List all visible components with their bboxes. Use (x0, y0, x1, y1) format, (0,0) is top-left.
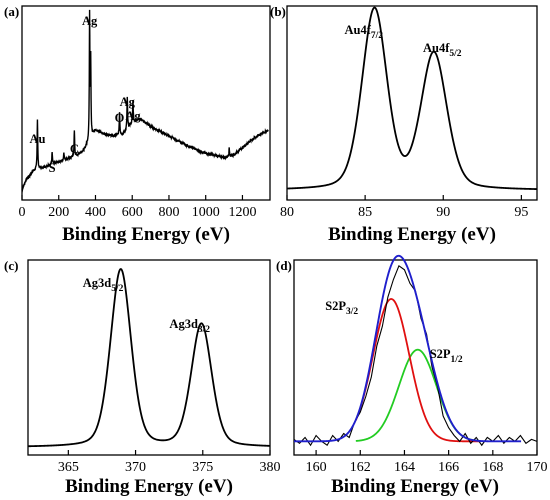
panel-d-x-tick-label: 160 (306, 460, 327, 475)
panel-c-x-tick-label: 375 (192, 460, 213, 475)
panel-c-peak-label: Ag3d5/2 (83, 276, 124, 294)
panel-b-peak-label: Au4f7/2 (345, 23, 384, 41)
panel-d-peak-label: S2P1/2 (430, 347, 463, 365)
panel-d-frame (293, 259, 538, 456)
panel-c-annotations: Ag3d5/2 Ag3d3/2 (83, 276, 211, 335)
panel-c-x-tick-label: 365 (58, 460, 79, 475)
panel-a-x-tick-label: 400 (85, 205, 106, 220)
panel-d-x-tick-label: 166 (438, 460, 459, 475)
panel-b-x-tick-label: 80 (280, 205, 294, 220)
panel-a-xlabel: Binding Energy (eV) (62, 224, 230, 245)
panel-a-x-tick-label: 1200 (228, 205, 256, 220)
panel-a-x-axis: 0 200 400 600 800 1000 1200 (19, 195, 256, 220)
panel-b-annotations: Au4f7/2 Au4f5/2 (345, 23, 462, 59)
panel-a-frame (21, 5, 271, 201)
panel-d-peak-label: S2P3/2 (325, 299, 358, 317)
panel-a-x-tick-label: 0 (19, 205, 26, 220)
panel-d-envelope-line (294, 254, 522, 443)
panel-a-x-tick-label: 200 (48, 205, 69, 220)
panel-d-annotations: S2P3/2 S2P1/2 (325, 299, 463, 365)
panel-a-x-tick-label: 800 (158, 205, 179, 220)
panel-d-xlabel: Binding Energy (eV) (331, 476, 499, 497)
panel-d-label: (d) (276, 258, 292, 273)
panel-b-x-tick-label: 95 (514, 205, 528, 220)
panel-b: (b) 80 85 90 95 Au4f7/2 Au4f5/2 Binding Ener… (270, 4, 538, 245)
panel-a-peak-label: Au (29, 132, 45, 146)
panel-d-x-axis: 160 162 164 166 168 170 (306, 450, 548, 475)
panel-c-x-tick-label: 380 (260, 460, 281, 475)
panel-b-label: (b) (270, 4, 286, 19)
panel-d-x-tick-label: 168 (482, 460, 503, 475)
panel-c-x-tick-label: 370 (125, 460, 146, 475)
panel-b-xlabel: Binding Energy (eV) (328, 224, 496, 245)
panel-c: (c) 365 370 375 380 Ag3d5/2 Ag3d3/2 Binding … (4, 258, 281, 497)
panel-b-x-axis: 80 85 90 95 (280, 195, 528, 220)
panel-a-x-tick-label: 600 (122, 205, 143, 220)
panel-a-peak-label: Ag (82, 14, 98, 28)
panel-b-au4f-line (286, 6, 538, 190)
panel-d: (d) 160 162 164 166 168 170 S2P3/2 S2P1/2 Bind… (276, 254, 548, 497)
panel-c-xlabel: Binding Energy (eV) (65, 476, 233, 497)
panel-b-frame (286, 5, 538, 201)
panel-c-x-axis: 365 370 375 380 (58, 450, 281, 475)
panel-b-x-tick-label: 85 (358, 205, 372, 220)
panel-d-s2p32-component-line (355, 298, 480, 443)
panel-a-x-tick-label: 1000 (192, 205, 220, 220)
panel-b-x-tick-label: 90 (436, 205, 450, 220)
panel-c-label: (c) (4, 258, 18, 273)
panel-a-survey-line (21, 9, 269, 193)
panel-c-ag3d-line (27, 268, 270, 448)
panel-c-frame (27, 259, 271, 456)
panel-a-peak-label: S (49, 161, 56, 175)
panel-d-x-tick-label: 162 (350, 460, 371, 475)
panel-c-peak-label: Ag3d3/2 (169, 317, 210, 335)
panel-a-peak-label: O (115, 111, 125, 125)
panel-a-label: (a) (4, 4, 19, 19)
panel-d-x-tick-label: 164 (394, 460, 415, 475)
panel-b-peak-label: Au4f5/2 (423, 41, 462, 59)
panel-d-x-tick-label: 170 (527, 460, 548, 475)
panel-a-peak-label: C (70, 142, 79, 156)
panel-a-peak-label: Ag (120, 95, 136, 109)
panel-a-peak-label: Ag (125, 109, 141, 123)
